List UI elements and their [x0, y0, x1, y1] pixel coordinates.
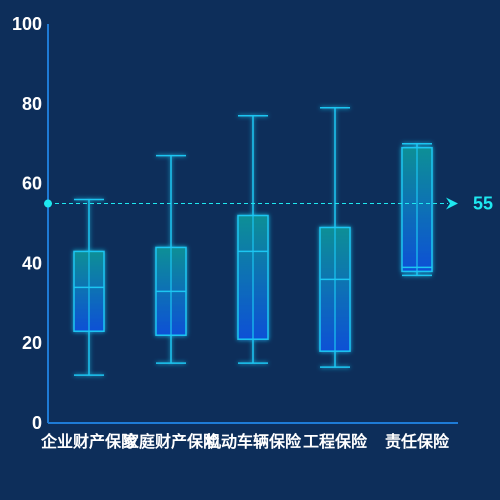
box-1: [155, 154, 187, 364]
category-label: 机动车辆保险: [205, 432, 302, 451]
box-0: [73, 198, 105, 376]
y-tick-label: 20: [22, 333, 42, 353]
axes: [47, 24, 458, 424]
category-label: 家庭财产保险: [123, 432, 220, 451]
mark-line-label: 55: [473, 194, 493, 214]
y-tick-label: 80: [22, 94, 42, 114]
y-tick-label: 0: [32, 413, 42, 433]
category-label: 企业财产保险: [40, 432, 138, 451]
y-tick-label: 100: [12, 14, 42, 34]
y-tick-label: 60: [22, 174, 42, 194]
boxes: [73, 107, 433, 376]
category-label: 责任保险: [385, 432, 450, 451]
category-label: 工程保险: [303, 432, 368, 451]
box-2: [237, 115, 269, 364]
mark-line-arrow-icon: [446, 197, 458, 210]
box-4: [401, 142, 433, 277]
mark-line: 55: [44, 194, 493, 214]
box-3: [319, 107, 351, 368]
y-tick-label: 40: [22, 253, 42, 273]
